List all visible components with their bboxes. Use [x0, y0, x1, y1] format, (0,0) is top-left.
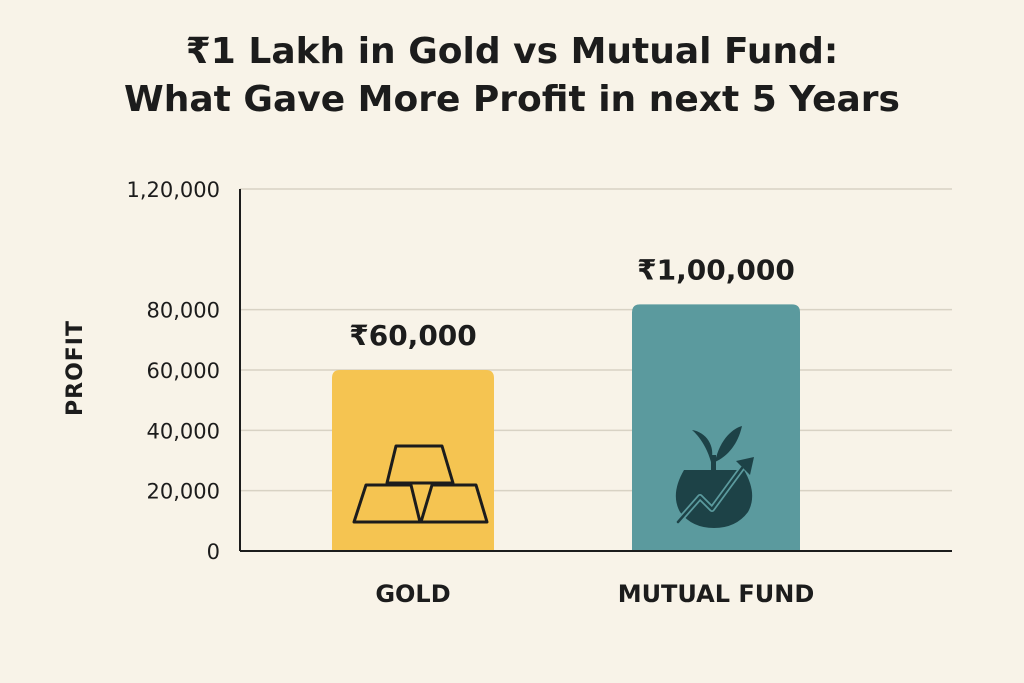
value-label: ₹60,000	[349, 319, 477, 352]
y-tick-label: 80,000	[147, 299, 220, 323]
y-tick-labels: 0 20,000 40,000 60,000 80,000 1,20,000	[126, 178, 220, 564]
y-tick-label: 0	[207, 540, 220, 564]
chart-title: ₹1 Lakh in Gold vs Mutual Fund: What Gav…	[0, 28, 1024, 124]
y-axis-label: PROFIT	[63, 320, 88, 416]
bar-mutual-fund	[632, 304, 800, 551]
money-pot-growth-icon	[675, 426, 754, 528]
value-label: ₹1,00,000	[637, 253, 795, 286]
category-label: MUTUAL FUND	[618, 580, 815, 608]
y-tick-label: 1,20,000	[126, 178, 220, 202]
category-labels: GOLD MUTUAL FUND	[375, 580, 814, 608]
bar-gold	[332, 370, 494, 551]
y-tick-label: 60,000	[147, 359, 220, 383]
chart-title-line-2: What Gave More Profit in next 5 Years	[124, 79, 900, 120]
value-labels: ₹60,000 ₹1,00,000	[349, 253, 795, 352]
gold-bars-icon	[352, 444, 489, 524]
category-label: GOLD	[375, 580, 450, 608]
y-tick-label: 40,000	[147, 419, 220, 443]
bars	[332, 304, 800, 551]
y-tick-label: 20,000	[147, 480, 220, 504]
chart-title-line-1: ₹1 Lakh in Gold vs Mutual Fund:	[185, 31, 839, 72]
